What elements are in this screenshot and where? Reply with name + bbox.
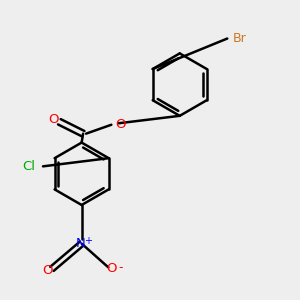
Text: +: +: [84, 236, 92, 246]
Text: -: -: [118, 261, 122, 274]
Text: N: N: [75, 237, 85, 250]
Text: Br: Br: [233, 32, 247, 45]
Text: O: O: [115, 118, 125, 131]
Text: O: O: [42, 264, 53, 277]
Text: O: O: [49, 113, 59, 126]
Text: O: O: [106, 262, 117, 275]
Text: Cl: Cl: [22, 160, 36, 173]
